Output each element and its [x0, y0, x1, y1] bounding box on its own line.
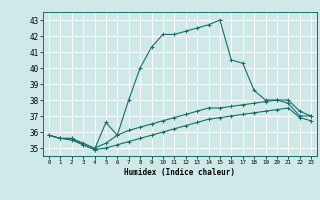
- X-axis label: Humidex (Indice chaleur): Humidex (Indice chaleur): [124, 168, 236, 177]
